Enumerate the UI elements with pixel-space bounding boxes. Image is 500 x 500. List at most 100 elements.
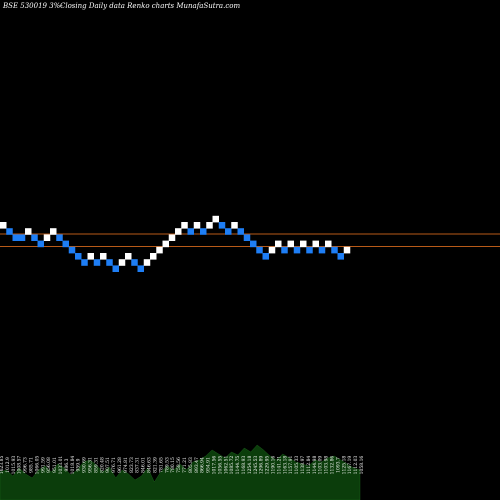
renko-brick-up	[268, 246, 276, 254]
volume-label: 951.01	[52, 457, 58, 473]
renko-bricks	[0, 215, 351, 272]
volume-label: 1168.93	[241, 456, 247, 475]
renko-brick-up	[275, 240, 282, 248]
volume-label: 846.01	[141, 457, 147, 473]
volume-shape	[0, 444, 361, 500]
volume-label: 1144.75	[235, 456, 241, 475]
renko-brick-down	[18, 234, 26, 241]
renko-brick-up	[25, 228, 32, 235]
renko-brick-up	[143, 259, 151, 266]
volume-label: 976.71	[111, 457, 117, 473]
renko-brick-up	[168, 234, 176, 241]
renko-brick-down	[237, 228, 244, 235]
volume-label: 996.73	[23, 457, 29, 473]
volume-label: 1141.21	[276, 456, 282, 475]
volume-label: 1254.18	[247, 456, 253, 475]
renko-brick-up	[0, 222, 7, 229]
renko-brick-down	[75, 253, 82, 260]
volume-label: 1058.16	[359, 456, 365, 475]
renko-brick-up	[206, 222, 213, 229]
volume-label: 956.31	[88, 457, 94, 473]
volume-label: 956.08	[46, 457, 52, 473]
volume-label: 1056.55	[217, 456, 223, 475]
chart-description: Closing Daily data Renko charts MunafaSu…	[60, 2, 240, 10]
renko-brick-down	[68, 246, 76, 254]
renko-brick-down	[62, 240, 69, 248]
renko-brick-down	[56, 234, 63, 241]
volume-label: 1138.97	[300, 456, 306, 475]
renko-brick-up	[118, 259, 126, 266]
volume-label: 1085.72	[229, 456, 235, 475]
renko-brick-down	[200, 228, 207, 235]
volume-label: 805.83	[188, 457, 194, 473]
renko-brick-up	[287, 240, 294, 248]
renko-brick-up	[312, 240, 319, 248]
volume-labels: 1623.85 1012.9 1015.93 1008.57 996.73 985.71 1…	[0, 456, 365, 475]
renko-brick-up	[193, 222, 201, 229]
volume-label: 1012.9	[5, 457, 11, 473]
renko-brick-up	[125, 253, 132, 260]
volume-label: 821.39	[152, 457, 158, 473]
renko-brick-up	[43, 234, 51, 241]
renko-brick-down	[281, 246, 288, 254]
volume-label: 1163.18	[282, 456, 288, 475]
volume-label: 1125.18	[341, 456, 347, 475]
renko-brick-down	[318, 246, 326, 254]
renko-brick-down	[250, 240, 257, 248]
renko-brick-down	[293, 246, 301, 254]
renko-brick-down	[256, 246, 263, 254]
volume-label: 1066.05	[34, 456, 40, 475]
volume-label: 1103.09	[318, 456, 324, 475]
volume-label: 959.9	[76, 458, 82, 471]
volume-label: 859.31	[93, 457, 99, 473]
volume-label: 1144.98	[312, 456, 318, 475]
volume-label: 985.71	[29, 457, 35, 473]
renko-brick-down	[243, 234, 251, 241]
renko-brick-up	[212, 215, 219, 223]
volume-label: 974.81	[123, 457, 129, 473]
volume-label: 1008.57	[17, 456, 23, 475]
renko-brick-up	[156, 246, 163, 254]
renko-brick-up	[87, 253, 94, 260]
volume-label: 780.15	[170, 457, 176, 473]
volume-label: 1018.84	[70, 456, 76, 475]
volume-label: 930.69	[82, 457, 88, 473]
volume-label: 1112.84	[306, 456, 312, 475]
volume-label: 1062.51	[223, 456, 229, 475]
volume-label: 823.73	[129, 457, 135, 473]
volume-label: 1167.19	[347, 456, 353, 475]
volume-label: 846.63	[147, 457, 153, 473]
renko-brick-down	[6, 228, 13, 235]
renko-brick-up	[100, 253, 107, 260]
volume-label: 1033.01	[58, 456, 64, 475]
renko-brick-down	[225, 228, 232, 235]
renko-brick-down	[337, 253, 344, 260]
renko-brick-down	[37, 240, 44, 248]
volume-label: 991.59	[40, 457, 46, 473]
volume-label: 866.94	[200, 457, 206, 473]
volume-label: 758.56	[176, 457, 182, 473]
volume-label: 907.51	[105, 457, 111, 473]
renko-brick-up	[50, 228, 57, 235]
volume-label: 1015.93	[11, 456, 17, 475]
volume-label: 1157.91	[288, 456, 294, 475]
volume-label: 961.28	[117, 457, 123, 473]
volume-label: 1105.33	[294, 456, 300, 475]
renko-brick-down	[137, 265, 144, 272]
volume-label: 893.47	[194, 457, 200, 473]
volume-label: 1190.16	[270, 456, 276, 475]
renko-brick-up	[181, 222, 188, 229]
volume-label: 986.3	[64, 458, 70, 471]
renko-brick-down	[12, 234, 19, 241]
renko-brick-down	[218, 222, 226, 229]
renko-brick-up	[162, 240, 169, 248]
volume-label: 1132.86	[329, 456, 335, 475]
renko-brick-up	[300, 240, 307, 248]
renko-brick-up	[175, 228, 182, 235]
volume-label: 837.31	[135, 457, 141, 473]
renko-brick-down	[306, 246, 313, 254]
renko-brick-up	[343, 246, 351, 254]
renko-brick-down	[131, 259, 138, 266]
